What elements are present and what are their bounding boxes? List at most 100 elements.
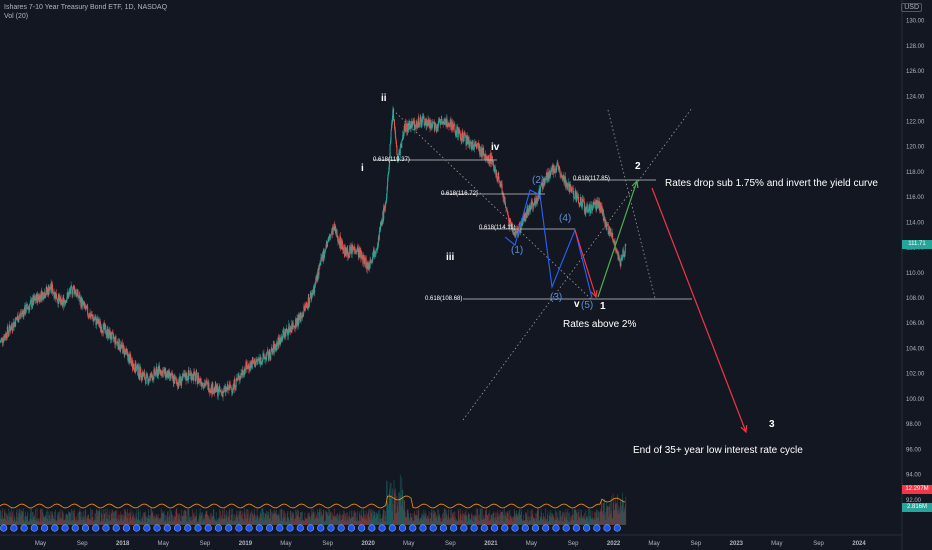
candle-body [416, 127, 418, 128]
volume-bar [360, 515, 362, 525]
volume-bar [31, 508, 33, 525]
y-tick-label: 106.00 [906, 321, 925, 327]
volume-bar [396, 512, 397, 525]
volume-bar [21, 510, 22, 525]
volume-bar [607, 506, 609, 525]
candle-body [298, 314, 300, 326]
volume-bar [134, 516, 135, 525]
volume-bar [319, 510, 321, 525]
dividend-marker-icon [542, 524, 550, 532]
candle-body [37, 293, 39, 298]
candle-body [375, 249, 377, 252]
candle-body [506, 210, 508, 213]
volume-bar [537, 508, 539, 525]
volume-bar [359, 520, 361, 525]
candle-body [8, 332, 10, 334]
volume-bar [101, 509, 103, 525]
candle-body [219, 386, 221, 392]
volume-bar [317, 511, 319, 525]
volume-bar [348, 516, 350, 525]
volume-bar [529, 520, 531, 525]
volume-bar [113, 512, 114, 525]
dividend-marker-icon [133, 524, 141, 532]
candle-body [610, 230, 612, 232]
volume-bar [589, 517, 591, 525]
volume-bar [376, 516, 378, 525]
candle-body [160, 369, 162, 375]
x-tick-label: 2019 [239, 541, 253, 547]
volume-bar [124, 516, 126, 525]
volume-bar [435, 514, 437, 525]
dividend-marker-icon [327, 524, 335, 532]
candle-body [594, 202, 596, 205]
candle-body [451, 121, 453, 129]
volume-bar [303, 521, 305, 525]
volume-bar [272, 510, 274, 525]
volume-bar [116, 521, 118, 525]
candle-body [113, 337, 115, 339]
volume-bar [161, 510, 163, 525]
volume-bar [199, 515, 201, 525]
volume-bar [204, 514, 206, 525]
candle-body [87, 314, 89, 316]
volume-bar [52, 515, 54, 525]
candle-body [92, 314, 94, 318]
volume-bar [348, 515, 350, 525]
volume-bar [138, 512, 140, 525]
volume-bar [512, 518, 514, 525]
volume-bar [259, 518, 260, 525]
volume-bar [328, 515, 330, 525]
candle-body [556, 162, 558, 166]
volume-bar [233, 521, 235, 525]
volume-bar [25, 516, 27, 525]
volume-bar [207, 514, 208, 525]
candle-body [564, 176, 566, 186]
candle-body [36, 293, 38, 303]
volume-bar [201, 521, 203, 525]
y-tick-label: 92.00 [906, 498, 922, 504]
candle-body [296, 318, 298, 327]
volume-bar [61, 519, 63, 525]
candle-body [440, 119, 442, 125]
volume-bar [53, 518, 55, 525]
candle-body [67, 292, 69, 295]
volume-bar [525, 513, 527, 525]
volume-bar [413, 520, 414, 525]
volume-bar [227, 517, 229, 525]
volume-bar [615, 502, 617, 525]
candle-body [494, 166, 496, 172]
volume-bar [416, 510, 418, 525]
volume-bar [300, 512, 302, 525]
candle-body [559, 166, 561, 170]
y-tick-label: 116.00 [906, 195, 925, 201]
volume-bar [126, 518, 128, 525]
candle-body [388, 171, 390, 175]
volume-bar [7, 515, 9, 525]
volume-bar [316, 514, 317, 525]
volume-bar [57, 512, 59, 525]
candle-body [574, 197, 576, 199]
volume-bar [292, 511, 294, 525]
x-tick-label: 2024 [852, 541, 866, 547]
candle-body [585, 211, 587, 214]
candle-body [338, 241, 340, 244]
candle-body [295, 319, 297, 329]
volume-bar [297, 515, 298, 525]
volume-bar [43, 517, 45, 525]
x-tick-label: Sep [77, 541, 88, 547]
candle-body [619, 260, 621, 263]
candle-body [378, 230, 380, 240]
wave-label-1: 1 [600, 301, 606, 312]
volume-bar [372, 519, 373, 525]
volume-bar [280, 520, 281, 525]
candle-body [137, 364, 139, 376]
currency-label[interactable]: USD [901, 3, 922, 12]
candle-body [66, 292, 68, 300]
volume-bar [88, 518, 90, 525]
volume-bar [18, 513, 19, 525]
volume-bar [124, 509, 126, 525]
volume-bar [184, 509, 186, 525]
volume-bar [279, 509, 281, 525]
candle-body [330, 235, 332, 237]
